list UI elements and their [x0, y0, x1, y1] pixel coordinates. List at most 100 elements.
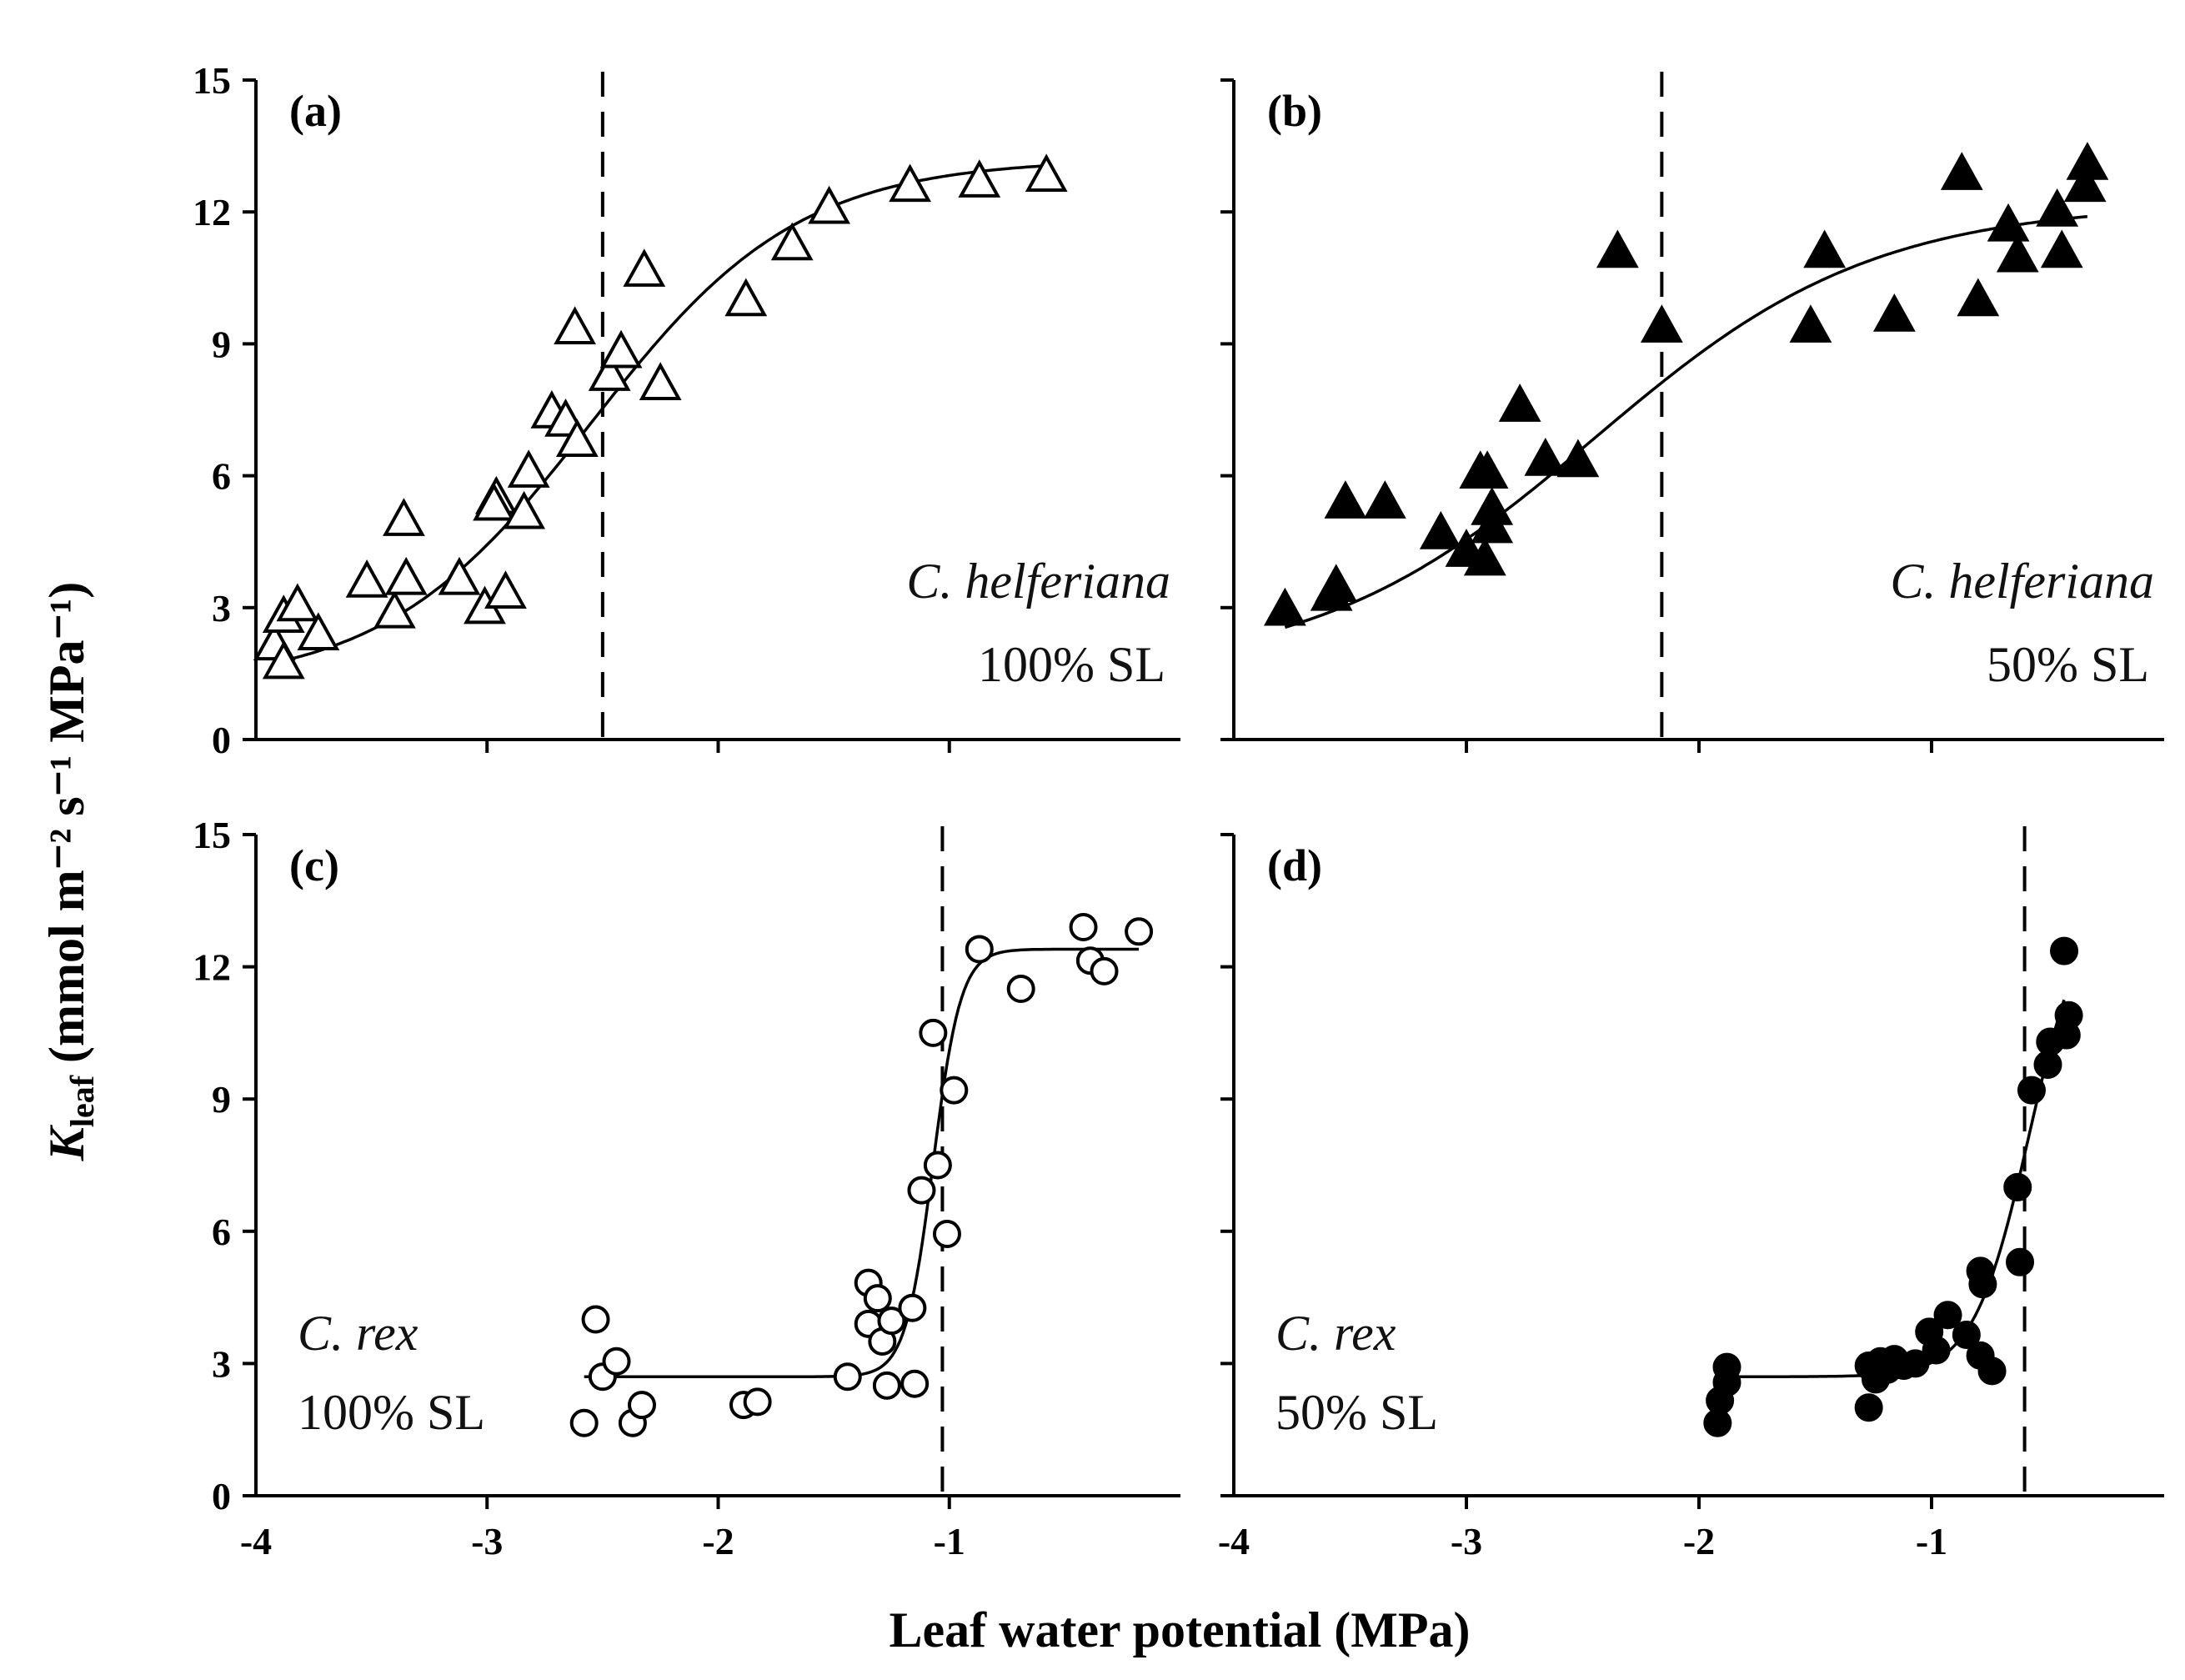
data-point: [2040, 229, 2083, 268]
data-point: [1025, 153, 1068, 193]
data-point: [1556, 439, 1600, 478]
data-point: [1466, 450, 1509, 489]
data-point: [484, 570, 527, 609]
x-tick-label: -2: [1683, 1520, 1715, 1562]
data-point: [898, 1293, 927, 1322]
y-axis-units: (mmol m⁻² s⁻¹ MPa⁻¹): [39, 582, 94, 1076]
data-point: [1712, 1352, 1741, 1382]
data-point: [2006, 1247, 2035, 1276]
data-point: [1940, 152, 1983, 190]
y-tick-label: 0: [212, 1475, 231, 1517]
panel-label: (c): [289, 840, 339, 890]
data-point: [1977, 1357, 2007, 1386]
data-point: [623, 248, 666, 287]
data-point: [1957, 278, 2000, 317]
data-point: [2063, 163, 2107, 203]
y-tick-label: 15: [193, 59, 231, 102]
y-axis-title: Kleaf (mmol m⁻² s⁻¹ MPa⁻¹): [39, 582, 101, 1161]
x-tick-label: -1: [1916, 1520, 1947, 1562]
data-point: [1498, 384, 1541, 422]
data-point: [1363, 480, 1406, 519]
data-point: [1463, 537, 1506, 576]
data-point: [863, 1284, 892, 1313]
data-point: [1419, 511, 1462, 549]
y-tick-label: 0: [212, 719, 231, 761]
data-point: [2017, 1076, 2046, 1105]
data-point: [1789, 304, 1832, 343]
data-point: [1952, 1321, 1981, 1350]
data-point: [639, 362, 682, 400]
data-point: [262, 640, 305, 680]
data-point: [554, 306, 597, 345]
treatment-label: 50% SL: [1987, 637, 2149, 692]
y-axis-symbol: K: [39, 1124, 94, 1161]
data-point: [1933, 1301, 1962, 1330]
data-point: [1987, 203, 2030, 242]
data-point: [1596, 229, 1639, 268]
data-point: [1968, 1270, 1997, 1299]
data-point: [2054, 1000, 2083, 1030]
data-point: [2003, 1172, 2032, 1201]
fit-curve: [1284, 214, 2088, 629]
panel-d: -4 -3 -2 -1 (d) C. rex 50% SL: [1218, 826, 2164, 1562]
y-tick-label: 6: [212, 1211, 231, 1253]
data-point: [889, 163, 932, 203]
y-tick-label: 3: [212, 1342, 231, 1385]
data-point: [373, 589, 416, 629]
x-tick-label: -3: [471, 1520, 503, 1562]
x-tick-label: -3: [1451, 1520, 1482, 1562]
data-point: [940, 1076, 969, 1105]
panel-b: (b) C. helferiana 50% SL: [1220, 72, 2164, 753]
data-point: [2033, 1050, 2062, 1079]
treatment-label: 100% SL: [978, 637, 1165, 692]
data-point: [1872, 293, 1916, 332]
panel-label: (a): [289, 86, 342, 136]
data-point: [1922, 1336, 1951, 1365]
species-label: C. rex: [298, 1306, 418, 1361]
treatment-label: 50% SL: [1275, 1385, 1438, 1440]
data-point: [1901, 1349, 1930, 1378]
x-tick-label: -2: [702, 1520, 734, 1562]
data-point: [1263, 587, 1306, 626]
data-point: [507, 449, 550, 488]
data-point: [1996, 233, 2039, 273]
data-point: [923, 1151, 952, 1180]
data-point: [473, 482, 515, 521]
data-point: [743, 1387, 772, 1417]
x-tick-label: -4: [240, 1520, 272, 1562]
data-point: [1125, 917, 1154, 946]
data-point: [1524, 437, 1567, 476]
treatment-label: 100% SL: [298, 1385, 485, 1440]
data-point: [1640, 304, 1683, 343]
data-point: [724, 278, 768, 317]
data-point: [932, 1219, 961, 1248]
data-point: [383, 498, 425, 536]
data-point: [438, 556, 481, 595]
data-point: [958, 159, 1001, 198]
data-point: [1006, 975, 1035, 1004]
data-point: [1854, 1393, 1883, 1422]
data-point: [1069, 913, 1098, 942]
data-point: [1471, 487, 1514, 525]
x-axis-title: Leaf water potential (MPa): [889, 1602, 1470, 1657]
data-point: [833, 1362, 862, 1392]
data-point: [345, 559, 388, 598]
species-label: C. helferiana: [906, 554, 1170, 609]
species-label: C. rex: [1275, 1306, 1396, 1361]
data-point: [602, 1347, 631, 1376]
data-point: [907, 1176, 936, 1205]
data-point: [872, 1371, 901, 1400]
panel-label: (d): [1267, 840, 1322, 890]
panel-c: 0 3 6 9 12 15 -4 -3 -2 -1 (c) C. rex 100% SL: [193, 814, 1180, 1562]
y-tick-label: 9: [212, 1078, 231, 1121]
data-point: [581, 1305, 610, 1334]
species-label: C. helferiana: [1890, 554, 2154, 609]
data-point: [569, 1408, 599, 1437]
data-point: [1315, 564, 1358, 603]
data-point: [555, 419, 599, 458]
panel-label: (b): [1267, 86, 1322, 136]
data-point: [276, 583, 319, 622]
data-point: [1803, 229, 1847, 268]
x-tick-label: -1: [934, 1520, 965, 1562]
data-point: [877, 1306, 906, 1336]
